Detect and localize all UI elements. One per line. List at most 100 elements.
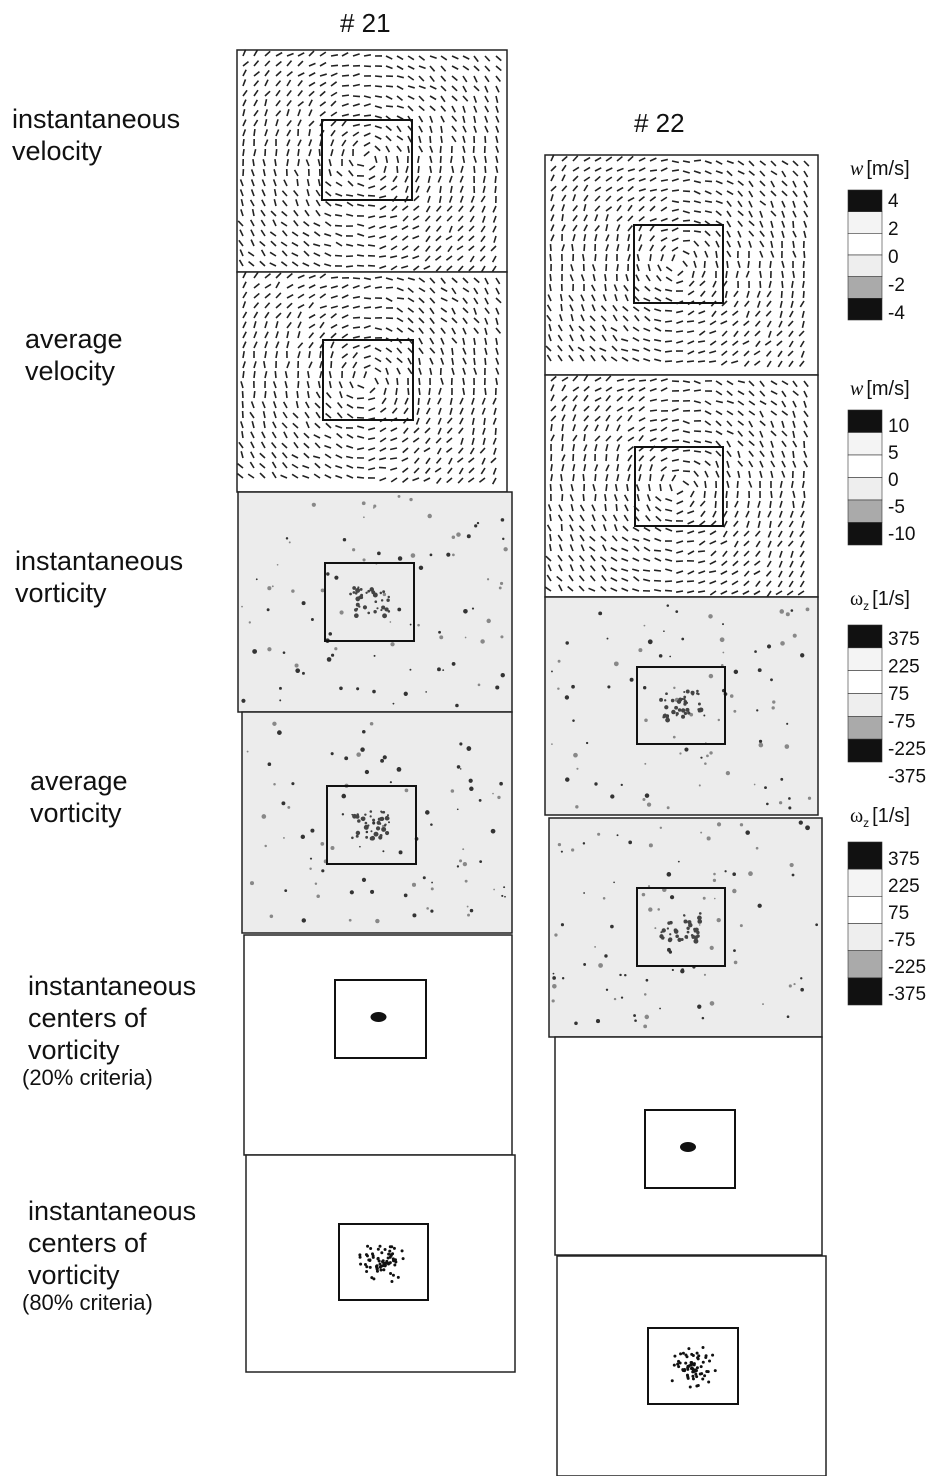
velocity-vector: [572, 166, 580, 172]
velocity-vector: [259, 240, 266, 247]
velocity-vector: [473, 165, 476, 174]
velocity-vector: [605, 483, 608, 492]
velocity-vector: [468, 245, 475, 252]
velocity-vector: [242, 119, 247, 127]
velocity-vector: [363, 371, 368, 379]
velocity-vector: [594, 234, 598, 242]
vorticity-speck: [786, 722, 789, 725]
vorticity-speck: [597, 832, 601, 836]
velocity-vector: [579, 564, 585, 572]
vortex-center: [380, 1251, 384, 1255]
velocity-vector: [313, 243, 321, 247]
vortex-center: [695, 1351, 699, 1355]
velocity-vector: [330, 129, 336, 137]
velocity-vector: [604, 503, 607, 512]
colorbar-tick: 4: [888, 191, 899, 212]
velocity-vector: [242, 341, 247, 349]
velocity-vector: [781, 420, 785, 428]
velocity-vector: [557, 534, 563, 542]
vorticity-speck: [722, 651, 725, 654]
velocity-vector: [451, 347, 454, 356]
velocity-vector: [757, 500, 761, 508]
velocity-vector: [572, 185, 579, 192]
vorticity-speck: [551, 999, 555, 1003]
vorticity-speck: [348, 918, 352, 922]
velocity-vector: [649, 244, 655, 252]
velocity-vector: [687, 510, 695, 515]
velocity-vector: [614, 294, 618, 302]
vorticity-speck: [359, 845, 361, 848]
velocity-vector: [588, 587, 596, 592]
velocity-vector: [440, 125, 443, 134]
colorbar-label: ωz [1/s]: [850, 588, 910, 613]
velocity-vector: [352, 284, 360, 289]
velocity-vector: [308, 341, 314, 349]
velocity-vector: [429, 55, 437, 59]
vortex-center: [379, 1264, 383, 1268]
colorbar-tick: -225: [888, 739, 926, 760]
velocity-vector: [426, 185, 431, 193]
velocity-vector: [801, 320, 805, 329]
velocity-vector: [435, 245, 442, 252]
velocity-vector: [709, 580, 717, 585]
colorbar-tick: 10: [888, 416, 909, 437]
velocity-vector: [269, 231, 277, 237]
velocity-vector: [572, 386, 580, 392]
velocity-vector: [275, 272, 282, 279]
velocity-vector: [649, 437, 657, 442]
velocity-vector: [748, 200, 753, 208]
velocity-vector: [720, 580, 728, 585]
vorticity-speck: [372, 689, 376, 694]
vorticity-core: [698, 707, 704, 713]
velocity-vector: [495, 115, 500, 123]
vortex-center: [390, 1245, 394, 1249]
velocity-vector: [572, 434, 578, 442]
velocity-vector: [482, 175, 486, 184]
vorticity-speck: [409, 497, 413, 502]
vorticity-speck: [430, 887, 434, 891]
vorticity-speck: [375, 918, 380, 924]
velocity-vector: [699, 520, 706, 526]
velocity-vector: [693, 400, 701, 404]
velocity-vector: [781, 410, 789, 416]
panel: [554, 1036, 823, 1256]
velocity-vector: [757, 510, 761, 518]
velocity-vector: [396, 317, 404, 323]
velocity-vector: [698, 580, 706, 584]
velocity-vector: [291, 454, 299, 459]
vorticity-speck: [267, 586, 272, 591]
velocity-vector: [439, 165, 442, 174]
velocity-vector: [242, 350, 245, 359]
velocity-vector: [754, 330, 761, 337]
velocity-vector: [627, 254, 631, 262]
vorticity-speck: [249, 881, 255, 886]
velocity-vector: [654, 506, 662, 512]
velocity-vector: [671, 189, 680, 192]
velocity-vector: [439, 185, 442, 194]
velocity-vector: [781, 230, 785, 238]
vortex-center: [690, 1360, 694, 1364]
velocity-vector: [550, 384, 555, 392]
vorticity-speck: [477, 683, 481, 687]
velocity-vector: [636, 494, 640, 502]
vorticity-speck: [733, 709, 737, 713]
velocity-vector: [440, 95, 446, 103]
velocity-vector: [426, 397, 431, 405]
velocity-vector: [281, 442, 288, 449]
velocity-vector: [638, 464, 643, 472]
velocity-vector: [748, 230, 755, 237]
velocity-vector: [687, 520, 695, 525]
velocity-vector: [665, 568, 673, 572]
velocity-vector: [638, 215, 645, 222]
colorbar-tick: -2: [888, 275, 905, 296]
vorticity-core: [364, 813, 367, 816]
vorticity-speck: [341, 813, 345, 816]
velocity-vector: [693, 220, 701, 224]
vorticity-speck: [594, 945, 597, 948]
velocity-vector: [697, 360, 706, 363]
velocity-vector: [273, 411, 277, 419]
velocity-vector: [801, 500, 805, 508]
velocity-vector: [341, 333, 349, 339]
velocity-vector: [781, 390, 787, 398]
vorticity-speck: [397, 494, 401, 498]
